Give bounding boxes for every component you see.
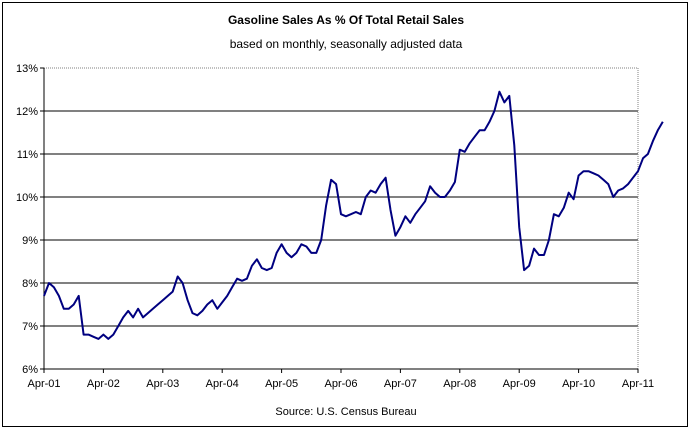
plot-area [43, 67, 639, 370]
x-axis-ticks: Apr-01 Apr-02 Apr-03 Apr-04 Apr-05 Apr-06 Apr-… [27, 369, 654, 390]
axes [43, 68, 638, 370]
y-tick-label: 8% [22, 278, 38, 290]
y-tick-label: 11% [17, 149, 38, 161]
y-tick-label: 6% [22, 364, 38, 376]
x-tick-label: Apr-10 [562, 378, 595, 390]
x-tick-label: Apr-06 [324, 378, 357, 390]
x-tick-label: Apr-02 [87, 378, 120, 390]
series-group [43, 90, 664, 340]
y-axis-ticks: 6% 7% 8% 9% 10% 11% 12% 13% [16, 63, 44, 376]
y-tick-label: 13% [16, 63, 38, 75]
x-tick-label: Apr-08 [443, 378, 476, 390]
y-tick-label: 9% [22, 235, 38, 247]
chart-subtitle: based on monthly, seasonally adjusted da… [229, 37, 463, 51]
x-tick-label: Apr-03 [146, 378, 179, 390]
x-tick-label: Apr-04 [206, 378, 239, 390]
chart-frame [2, 2, 688, 427]
x-tick-label: Apr-07 [384, 378, 417, 390]
chart-title: Gasoline Sales As % Of Total Retail Sale… [227, 13, 465, 27]
grid-lines [44, 110, 638, 327]
y-tick-label: 12% [16, 106, 38, 118]
y-tick-label: 10% [16, 192, 38, 204]
x-tick-label: Apr-11 [622, 378, 654, 390]
y-tick-label: 7% [22, 321, 38, 333]
x-tick-label: Apr-09 [503, 378, 536, 390]
x-tick-label: Apr-05 [265, 378, 298, 390]
chart-source: Source: U.S. Census Bureau [275, 406, 417, 418]
x-tick-label: Apr-01 [27, 378, 60, 390]
series-line [43, 90, 664, 340]
